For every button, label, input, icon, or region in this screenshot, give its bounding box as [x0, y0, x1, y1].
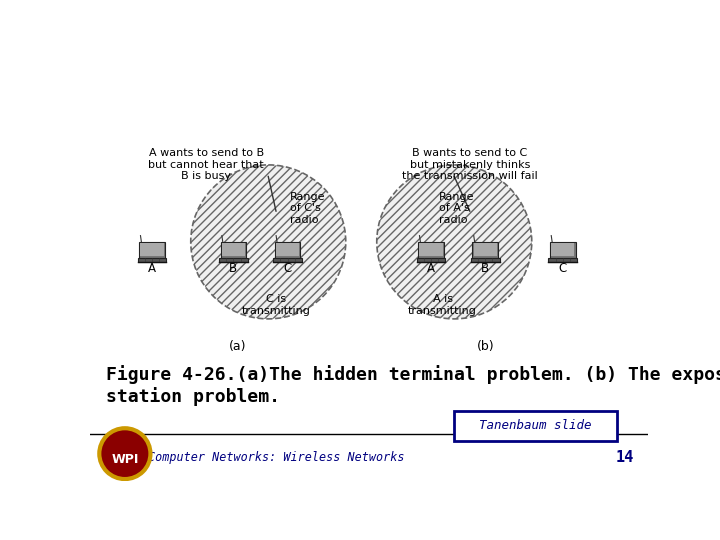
- Bar: [418, 241, 444, 258]
- Bar: [550, 241, 575, 258]
- Text: Range
of A's
radio: Range of A's radio: [438, 192, 474, 225]
- Bar: [471, 258, 500, 262]
- Text: C: C: [559, 262, 567, 275]
- Bar: [420, 243, 443, 256]
- Text: 14: 14: [616, 450, 634, 465]
- Text: A is
transmitting: A is transmitting: [408, 294, 477, 316]
- Text: (b): (b): [477, 340, 494, 354]
- Bar: [472, 241, 498, 258]
- Bar: [275, 241, 300, 258]
- Text: B wants to send to C
but mistakenly thinks
the transmission will fail: B wants to send to C but mistakenly thin…: [402, 148, 538, 181]
- Text: A wants to send to B
but cannot hear that
B is busy: A wants to send to B but cannot hear tha…: [148, 148, 264, 181]
- Bar: [220, 241, 246, 258]
- Bar: [273, 258, 302, 262]
- Text: A: A: [427, 262, 435, 275]
- Bar: [222, 243, 245, 256]
- Text: WPI: WPI: [111, 453, 138, 467]
- Bar: [138, 258, 166, 262]
- Text: C: C: [284, 262, 292, 275]
- Bar: [474, 243, 497, 256]
- Text: Tanenbaum slide: Tanenbaum slide: [480, 420, 592, 433]
- Text: Computer Networks: Wireless Networks: Computer Networks: Wireless Networks: [148, 451, 404, 464]
- Bar: [140, 243, 163, 256]
- Text: A: A: [148, 262, 156, 275]
- Text: Range
of C's
radio: Range of C's radio: [290, 192, 325, 225]
- Bar: [276, 243, 299, 256]
- Circle shape: [99, 428, 150, 479]
- Circle shape: [377, 165, 532, 319]
- Text: B: B: [481, 262, 490, 275]
- Bar: [219, 258, 248, 262]
- Text: Figure 4-26.(a)The hidden terminal problem. (b) The exposed
station problem.: Figure 4-26.(a)The hidden terminal probl…: [106, 365, 720, 406]
- Bar: [454, 411, 617, 441]
- Bar: [139, 241, 165, 258]
- Bar: [548, 258, 577, 262]
- Bar: [552, 243, 575, 256]
- Circle shape: [191, 165, 346, 319]
- Text: C is
transmitting: C is transmitting: [242, 294, 310, 316]
- Circle shape: [102, 431, 148, 476]
- Text: (a): (a): [228, 340, 246, 354]
- Text: B: B: [229, 262, 238, 275]
- Bar: [416, 258, 446, 262]
